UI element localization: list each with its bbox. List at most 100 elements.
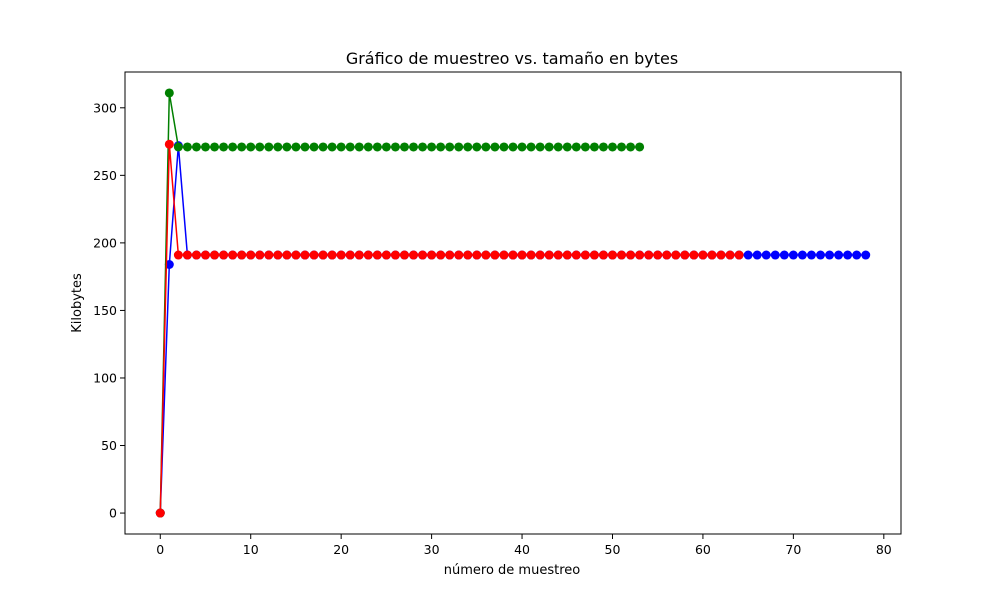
data-point: [562, 250, 572, 260]
data-point: [436, 250, 446, 260]
data-point: [363, 142, 373, 152]
data-point: [210, 250, 220, 260]
data-point: [182, 250, 192, 260]
data-point: [228, 142, 238, 152]
data-point: [219, 142, 229, 152]
series-line: [159, 144, 740, 514]
data-point: [680, 250, 690, 260]
data-point: [770, 250, 780, 260]
y-tick-label: 100: [93, 370, 117, 385]
x-axis-label: número de muestreo: [444, 563, 580, 578]
data-point: [816, 250, 826, 260]
data-point: [752, 250, 762, 260]
data-point: [580, 250, 590, 260]
data-point: [372, 142, 382, 152]
chart-title: Gráfico de muestreo vs. tamaño en bytes: [346, 49, 678, 68]
y-tick-label: 250: [93, 168, 117, 183]
y-axis-label: Kilobytes: [70, 273, 85, 333]
data-point: [336, 250, 346, 260]
data-point: [345, 250, 355, 260]
data-point: [363, 250, 373, 260]
data-point: [671, 250, 681, 260]
data-point: [626, 250, 636, 260]
data-point: [173, 250, 183, 260]
data-point: [580, 142, 590, 152]
data-point: [761, 250, 771, 260]
y-tick-label: 50: [101, 438, 117, 453]
data-point: [481, 250, 491, 260]
data-point: [825, 250, 835, 260]
x-tick-label: 0: [156, 542, 164, 557]
data-point: [354, 250, 364, 260]
data-point: [409, 250, 419, 260]
data-point: [689, 250, 699, 260]
data-point: [390, 250, 400, 260]
data-point: [716, 250, 726, 260]
data-point: [164, 88, 174, 98]
data-point: [571, 142, 581, 152]
data-point: [228, 250, 238, 260]
data-point: [182, 142, 192, 152]
data-point: [173, 142, 183, 152]
plot-frame: [124, 71, 902, 535]
data-point: [517, 250, 527, 260]
data-point: [788, 250, 798, 260]
data-point: [779, 250, 789, 260]
data-point: [644, 250, 654, 260]
x-tick-label: 40: [514, 542, 530, 557]
data-point: [418, 250, 428, 260]
data-point: [499, 250, 509, 260]
data-point: [626, 142, 636, 152]
data-point: [399, 250, 409, 260]
data-point: [409, 142, 419, 152]
series-1: [155, 88, 645, 518]
data-point: [490, 142, 500, 152]
data-point: [273, 250, 283, 260]
data-point: [246, 250, 256, 260]
data-point: [662, 250, 672, 260]
y-tick-label: 200: [93, 235, 117, 250]
data-point: [318, 142, 328, 152]
data-point: [607, 142, 617, 152]
y-tick-label: 0: [109, 506, 117, 521]
data-point: [797, 250, 807, 260]
data-point: [436, 142, 446, 152]
x-tick-label: 10: [243, 542, 259, 557]
data-point: [707, 250, 717, 260]
data-point: [508, 250, 518, 260]
x-tick-label: 50: [605, 542, 621, 557]
data-point: [273, 142, 283, 152]
y-tick-label: 150: [93, 303, 117, 318]
data-point: [219, 250, 229, 260]
data-point: [481, 142, 491, 152]
data-point: [164, 139, 174, 149]
data-point: [508, 142, 518, 152]
data-point: [490, 250, 500, 260]
data-point: [472, 142, 482, 152]
data-point: [598, 142, 608, 152]
data-point: [200, 142, 210, 152]
data-point: [336, 142, 346, 152]
x-tick-label: 60: [695, 542, 711, 557]
data-point: [535, 250, 545, 260]
data-point: [635, 250, 645, 260]
data-point: [327, 250, 337, 260]
data-point: [806, 250, 816, 260]
data-point: [734, 250, 744, 260]
data-point: [454, 250, 464, 260]
data-point: [553, 250, 563, 260]
data-point: [255, 250, 265, 260]
series-0: [155, 141, 871, 518]
data-point: [499, 142, 509, 152]
data-point: [291, 250, 301, 260]
data-point: [454, 142, 464, 152]
x-axis: 0 10 20 30 40 50 60 70 80: [156, 534, 892, 557]
data-point: [300, 142, 310, 152]
data-point: [381, 142, 391, 152]
data-point: [526, 250, 536, 260]
data-point: [589, 250, 599, 260]
data-point: [309, 142, 319, 152]
data-point: [309, 250, 319, 260]
x-tick-label: 70: [785, 542, 801, 557]
data-point: [264, 250, 274, 260]
